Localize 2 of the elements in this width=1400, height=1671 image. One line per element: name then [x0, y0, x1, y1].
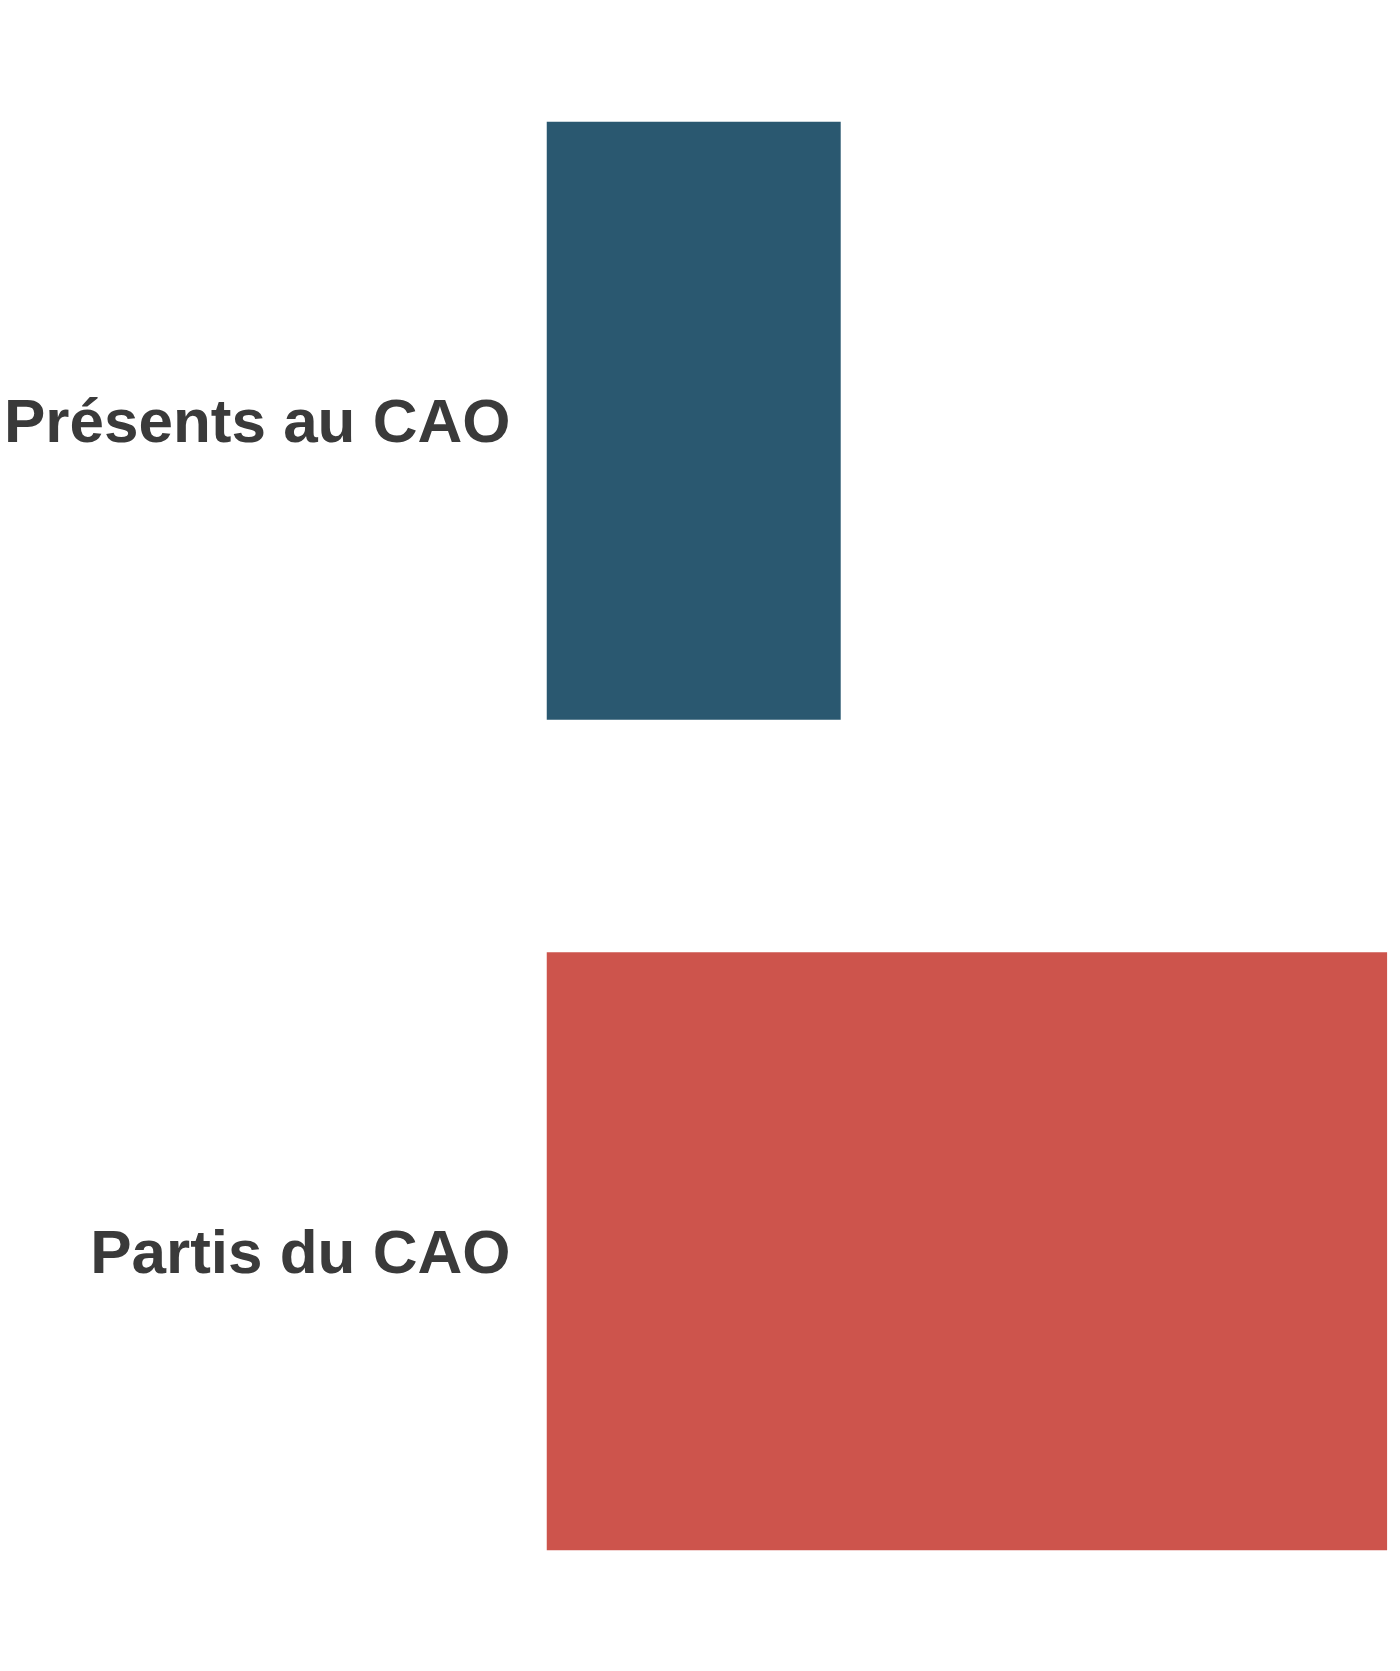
y-tick-label: Présents au CAO: [4, 386, 511, 456]
y-tick-label: Partis du CAO: [90, 1216, 511, 1286]
